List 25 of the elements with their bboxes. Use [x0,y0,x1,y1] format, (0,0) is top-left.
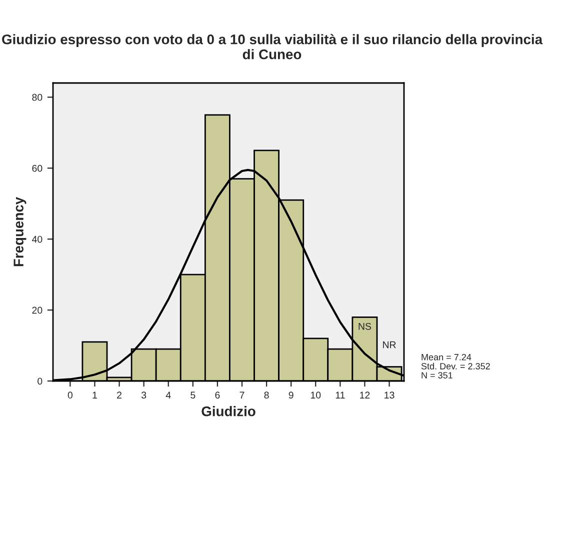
x-tick-label: 1 [92,392,97,398]
x-tick-label: 2 [117,392,122,398]
x-tick-label: 12 [360,392,370,398]
chart-title: Giudizio espresso con voto da 0 a 10 sulla viabilità e il suo rilancio della provincia di Cuneo [2,34,543,60]
x-tick-label: 4 [166,392,171,398]
y-axis-title: Frequency [14,196,26,266]
y-tick-label: 20 [32,306,42,314]
text: Mean = 7.24 Std. Dev. = 2.352 N = 351 [421,354,490,378]
x-tick-label: 9 [288,392,294,399]
y-tick-label: 80 [32,94,42,101]
annotation: NR [383,341,396,348]
y-tick-label: 60 [32,164,42,172]
y-tick-label: 0 [38,378,42,385]
x-tick-label: 0 [68,392,73,399]
x-tick-label: 5 [190,392,196,399]
x-axis-title: Giudizio [202,406,256,416]
x-tick-label: 7 [240,392,244,398]
x-tick-label: 11 [336,392,345,398]
x-tick-label: 6 [215,392,220,399]
x-tick-label: 8 [264,392,269,399]
x-tick-label: 10 [310,392,321,399]
x-tick-label: 3 [141,392,146,399]
y-tick-label: 40 [32,236,42,243]
x-tick-label: 13 [384,392,394,399]
annotation: NS [358,322,372,330]
